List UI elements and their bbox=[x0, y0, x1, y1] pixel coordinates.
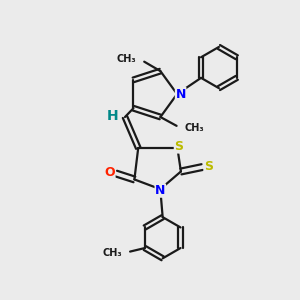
Text: O: O bbox=[104, 166, 115, 178]
Text: CH₃: CH₃ bbox=[185, 123, 205, 133]
Text: N: N bbox=[155, 184, 166, 197]
Text: CH₃: CH₃ bbox=[116, 54, 136, 64]
Text: N: N bbox=[176, 88, 186, 100]
Text: CH₃: CH₃ bbox=[102, 248, 122, 258]
Text: S: S bbox=[204, 160, 213, 173]
Text: S: S bbox=[174, 140, 183, 153]
Text: H: H bbox=[107, 109, 118, 122]
